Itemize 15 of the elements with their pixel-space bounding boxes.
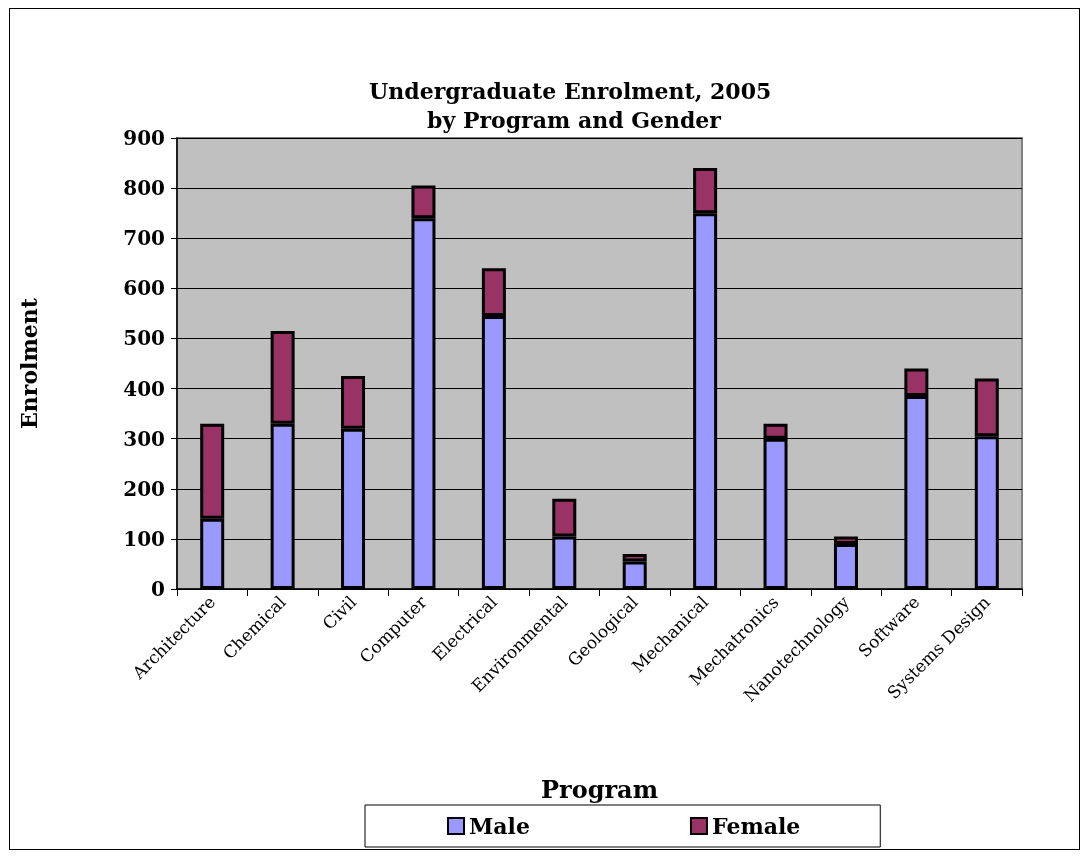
y-tick-label: 200 — [123, 476, 165, 501]
y-tick-label: 600 — [123, 276, 165, 301]
x-axis-title: Program — [540, 774, 659, 804]
y-tick-label: 800 — [123, 176, 165, 201]
y-tick-label: 300 — [123, 426, 165, 451]
y-tick-label: 700 — [123, 226, 165, 251]
chart-title: Undergraduate Enrolment, 2005 by Program and Gender — [369, 77, 779, 133]
y-axis-title: Enrolment — [16, 297, 42, 429]
y-tick-label: 900 — [123, 126, 165, 150]
y-tick-label: 400 — [123, 376, 165, 401]
y-tick-label: 0 — [151, 577, 165, 601]
legend-label: Male — [469, 813, 530, 839]
y-tick-label: 500 — [123, 326, 165, 351]
legend-label: Female — [711, 813, 801, 839]
y-tick-label: 100 — [123, 526, 165, 551]
